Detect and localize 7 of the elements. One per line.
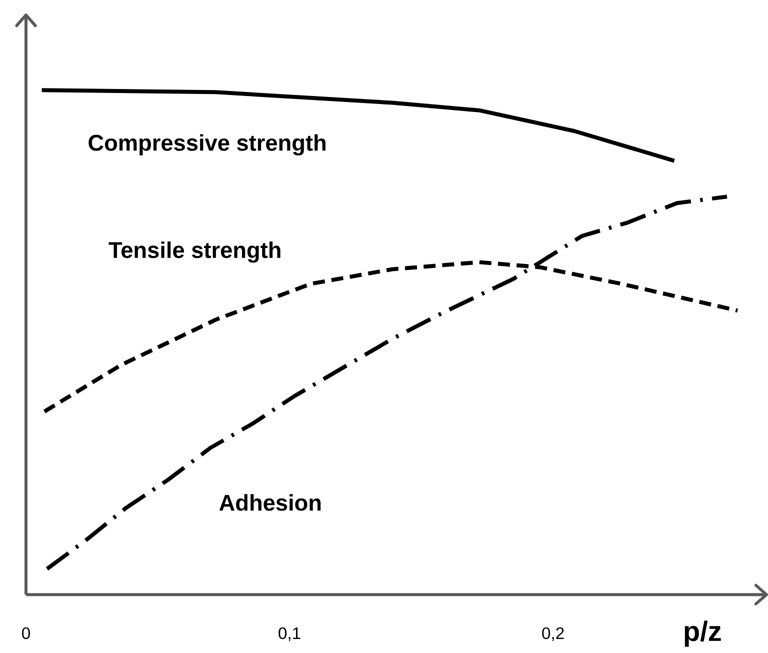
x-tick-label: 0,2 [542, 628, 564, 642]
series-label: Compressive strength [88, 134, 326, 156]
series-label: Adhesion [219, 494, 321, 511]
x-tick-label: 0,1 [278, 628, 300, 642]
x-tick-label: 0 [22, 628, 30, 640]
x-axis-title: p/z [684, 620, 721, 647]
series-label: Tensile strength [108, 242, 280, 263]
